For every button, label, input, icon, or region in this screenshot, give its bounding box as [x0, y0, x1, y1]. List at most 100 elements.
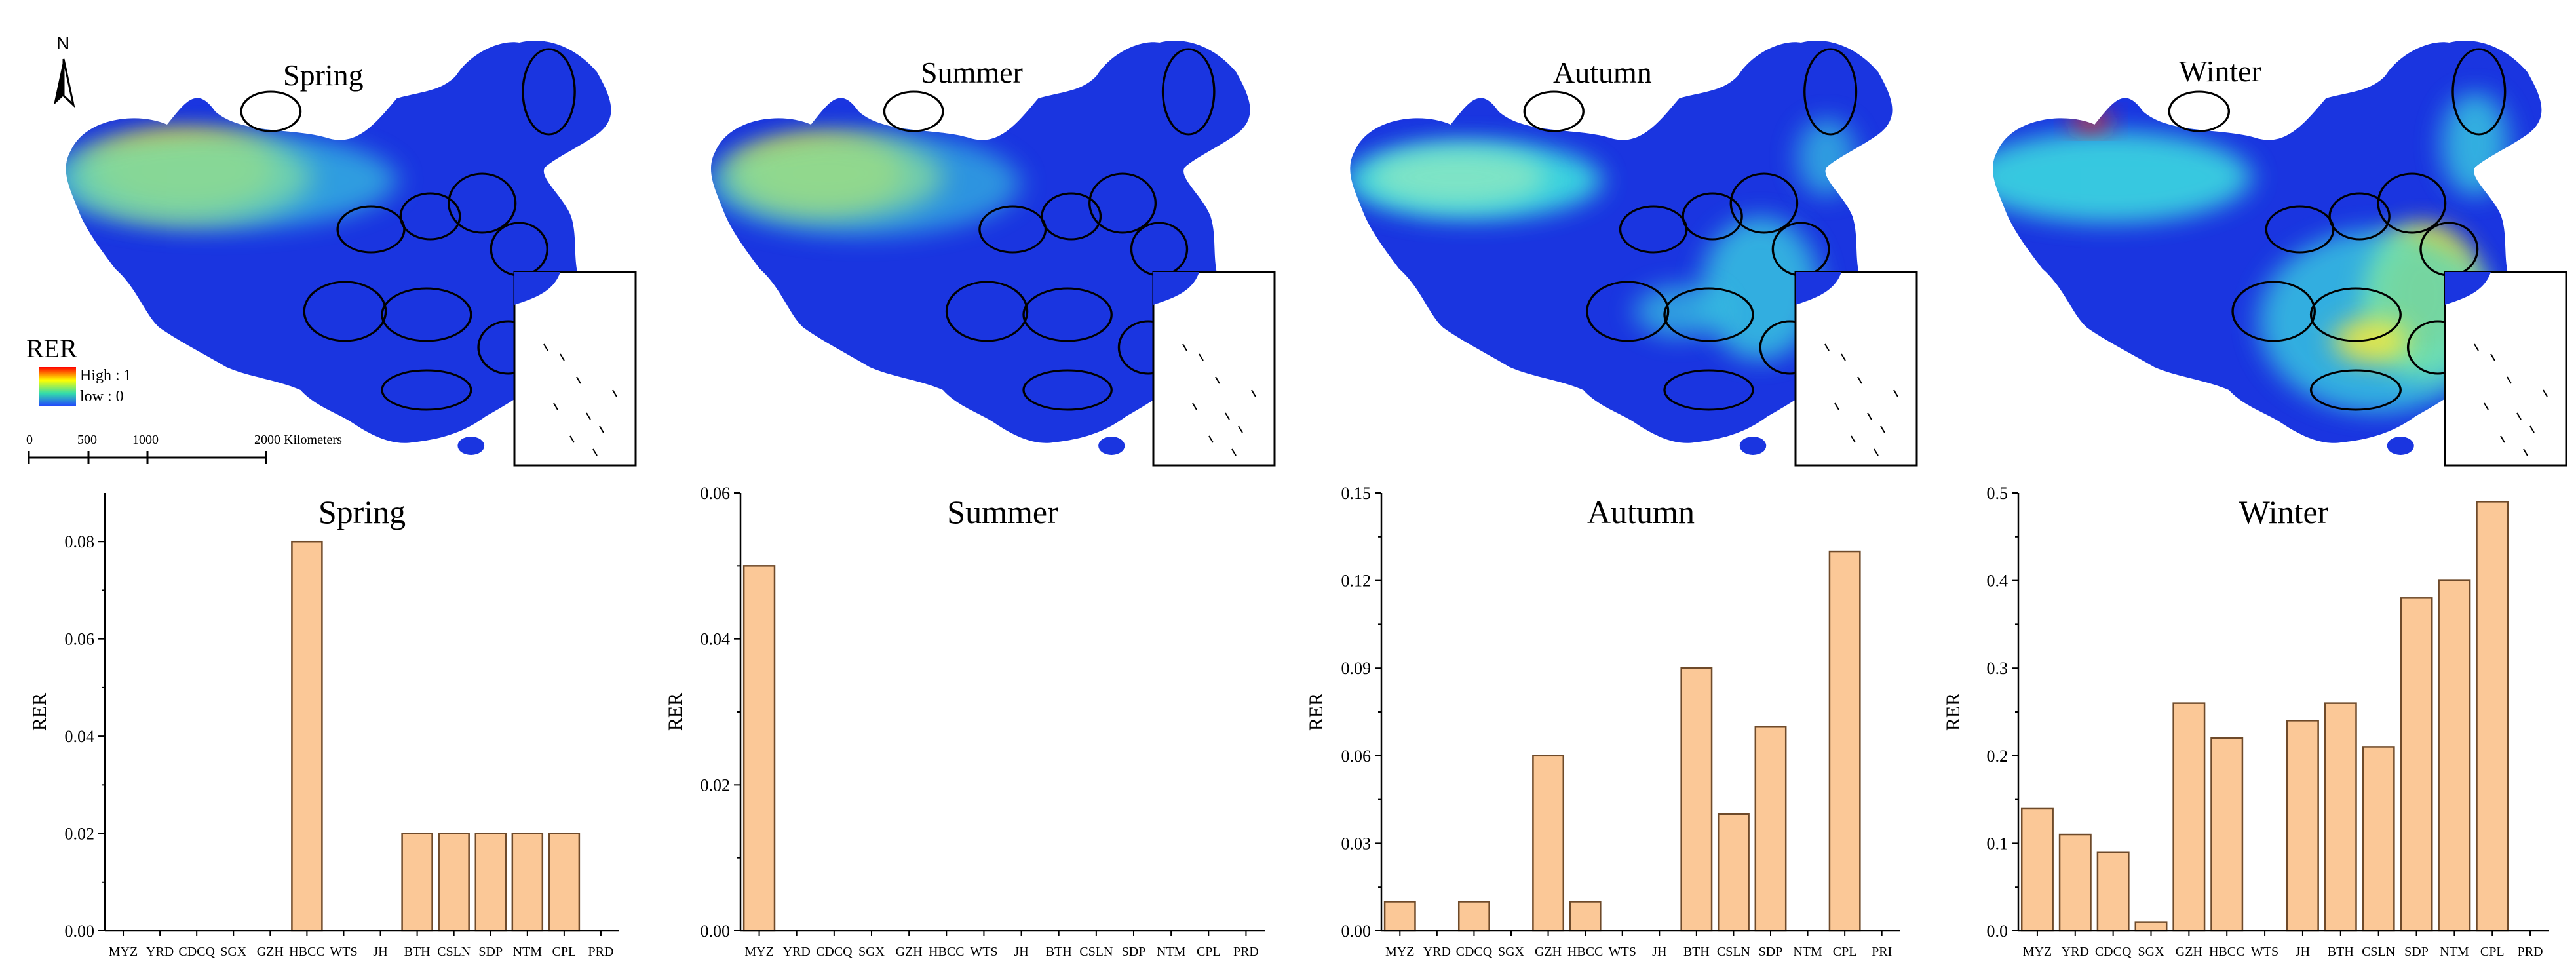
urban-region-outline	[1523, 90, 1585, 132]
x-tick-label: NTM	[1793, 945, 1822, 959]
legend-color-ramp	[39, 367, 76, 406]
y-axis-label: RER	[664, 693, 686, 731]
north-arrow: N	[41, 33, 87, 111]
bar-chart-summer: Summer RER 0.00 0.02 0.04 0.06 MYZ YRD CDCQ SGX GZ…	[664, 485, 1265, 959]
y-tick-label: 0.00	[1341, 922, 1372, 941]
rer-heat-layer	[711, 131, 1020, 236]
urban-region-outline	[381, 369, 472, 411]
x-tick-label: CPL	[552, 945, 577, 959]
x-tick-label: MYZ	[2023, 945, 2052, 959]
urban-region-outline	[2377, 172, 2447, 234]
urban-region-outline	[2328, 192, 2391, 241]
map-panel-summer: Summer	[645, 0, 1284, 485]
x-tick-label: CSLN	[437, 945, 471, 959]
x-tick-label: JH	[2296, 945, 2310, 959]
y-tick-label: 0.02	[701, 775, 731, 794]
legend-high-label: High : 1	[80, 367, 132, 384]
y-tick-label: 0.04	[701, 630, 731, 649]
rer-hotspot	[66, 131, 397, 229]
bar	[1754, 726, 1787, 932]
urban-region-outline	[1088, 172, 1157, 234]
chart-panel-spring: Spring RER 0.00 0.02 0.04 0.06 0.08 MYZ YRD CDCQ S…	[0, 485, 645, 980]
hainan-island	[457, 437, 485, 455]
x-tick-label: JH	[373, 945, 387, 959]
urban-region-outline	[1663, 369, 1754, 411]
bar	[1717, 813, 1750, 932]
bar	[401, 833, 433, 932]
south-china-sea-inset	[2444, 271, 2567, 467]
x-tick-label: CSLN	[1717, 945, 1750, 959]
bar-chart-winter: Winter RER 0.0 0.1 0.2 0.3 0.4 0.5 MYZ YRD CDCQ SGX…	[1942, 485, 2549, 959]
x-tick-label: SGX	[1498, 945, 1525, 959]
urban-region-outline	[381, 287, 472, 342]
x-tick-label: CDCQ	[1456, 945, 1493, 959]
bar	[2134, 921, 2168, 932]
rer-hotspot	[2072, 111, 2110, 131]
chart-title: Summer	[947, 494, 1058, 530]
urban-region-outline	[2231, 281, 2316, 342]
hainan-island	[1739, 437, 1767, 455]
legend-low-label: low : 0	[80, 388, 124, 405]
bar	[2438, 579, 2471, 932]
x-tick-label: CSLN	[2362, 945, 2395, 959]
bar	[742, 565, 776, 932]
urban-region-outline	[1161, 48, 1216, 136]
x-tick-label: GZH	[257, 945, 284, 959]
y-tick-label: 0.06	[701, 485, 731, 503]
scale-tick-1000: 1000	[132, 433, 159, 447]
y-tick-label: 0.12	[1341, 572, 1372, 591]
x-tick-label: BTH	[1683, 945, 1710, 959]
urban-region-outline	[1619, 205, 1688, 254]
rer-heat-layer	[66, 131, 397, 229]
x-tick-label: JH	[1652, 945, 1666, 959]
urban-region-outline	[1041, 192, 1102, 241]
urban-region-outline	[1803, 48, 1858, 136]
y-tick-label: 0.00	[65, 922, 95, 941]
x-tick-label: WTS	[1609, 945, 1636, 959]
x-tick-label: NTM	[513, 945, 543, 959]
y-tick-label: 0.06	[1341, 747, 1372, 766]
bar	[2172, 702, 2206, 932]
x-tick-label: CDCQ	[178, 945, 215, 959]
x-tick-label: NTM	[2440, 945, 2469, 959]
y-tick-label: 0.2	[1987, 747, 2009, 766]
china-map-autumn	[1350, 41, 1918, 467]
chart-title: Spring	[318, 494, 406, 530]
scale-bar-ruler	[28, 451, 267, 464]
urban-region-outline	[336, 205, 406, 254]
chart-title: Autumn	[1587, 494, 1695, 530]
x-tick-label: SDP	[1759, 945, 1783, 959]
bar	[291, 540, 323, 932]
x-tick-label: GZH	[1535, 945, 1562, 959]
y-tick-label: 0.08	[65, 532, 95, 551]
map-title-spring: Spring	[283, 58, 364, 92]
urban-region-outline	[1729, 172, 1799, 234]
map-land	[66, 41, 611, 455]
x-tick-label: CDCQ	[2095, 945, 2132, 959]
x-tick-label: CSLN	[1079, 945, 1113, 959]
urban-region-outline	[399, 192, 461, 241]
china-map-winter	[1993, 41, 2567, 467]
scale-tick-0: 0	[26, 433, 33, 447]
bar-chart-autumn: Autumn RER 0.00 0.03 0.06 0.09 0.12 0.15 MYZ YRD C…	[1305, 485, 1900, 959]
chart-panel-winter: Winter RER 0.0 0.1 0.2 0.3 0.4 0.5 MYZ YRD CDCQ SGX…	[1927, 485, 2576, 980]
chart-panel-summer: Summer RER 0.00 0.02 0.04 0.06 MYZ YRD CDCQ SGX GZ…	[645, 485, 1284, 980]
map-panel-spring: Spring N RER High : 1 low : 0 0 500 1000…	[0, 0, 645, 485]
x-tick-label: MYZ	[744, 945, 773, 959]
rer-heat-layer	[1350, 118, 1856, 361]
south-china-sea-inset	[513, 271, 637, 467]
x-tick-label: SGX	[2138, 945, 2164, 959]
x-tick-label: WTS	[970, 945, 997, 959]
bar	[474, 833, 507, 932]
urban-region-outline	[2451, 48, 2507, 136]
x-tick-label: BTH	[1046, 945, 1072, 959]
x-tick-label: YRD	[783, 945, 811, 959]
bar	[438, 833, 470, 932]
x-tick-label: WTS	[330, 945, 357, 959]
rer-hotspot	[1701, 216, 1820, 361]
x-tick-label: YRD	[1423, 945, 1451, 959]
urban-region-outline	[1586, 281, 1670, 342]
bar	[2324, 702, 2357, 932]
x-tick-label: PRD	[1233, 945, 1259, 959]
bar	[1569, 901, 1602, 932]
